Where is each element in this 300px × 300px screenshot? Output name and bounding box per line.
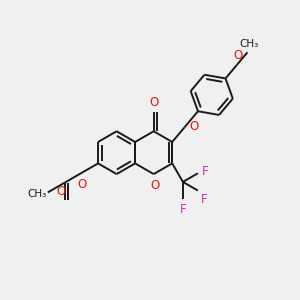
Text: O: O	[233, 49, 243, 62]
Text: F: F	[201, 165, 208, 178]
Text: CH₃: CH₃	[239, 39, 258, 49]
Text: O: O	[151, 179, 160, 192]
Text: O: O	[149, 96, 158, 109]
Text: F: F	[201, 194, 207, 206]
Text: O: O	[189, 120, 199, 133]
Text: F: F	[180, 203, 186, 216]
Text: CH₃: CH₃	[27, 189, 46, 199]
Text: O: O	[56, 184, 66, 198]
Text: O: O	[77, 178, 86, 191]
